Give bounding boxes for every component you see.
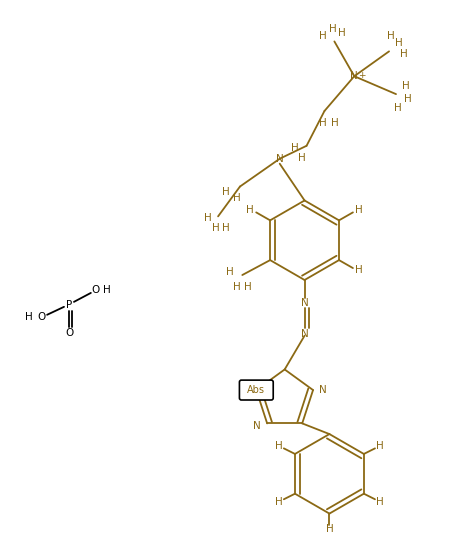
Text: H: H: [204, 213, 212, 223]
Text: N: N: [275, 154, 283, 164]
Text: H: H: [399, 50, 407, 60]
Text: H: H: [318, 31, 325, 41]
Text: H: H: [325, 525, 332, 535]
Text: P: P: [66, 300, 72, 310]
Text: H: H: [330, 118, 338, 128]
Text: H: H: [403, 94, 411, 104]
Text: N: N: [350, 71, 357, 81]
Text: H: H: [103, 285, 110, 295]
Text: N: N: [253, 422, 261, 431]
Text: H: H: [290, 143, 298, 153]
Text: H: H: [297, 153, 305, 163]
Text: H: H: [226, 267, 234, 277]
Text: N: N: [300, 298, 308, 308]
Text: H: H: [393, 103, 401, 113]
Text: H: H: [275, 497, 282, 507]
Text: H: H: [401, 81, 409, 91]
Text: H: H: [375, 441, 383, 451]
Text: O: O: [37, 312, 45, 322]
Text: H: H: [246, 206, 254, 216]
Text: H: H: [328, 25, 336, 35]
Text: H: H: [386, 31, 394, 41]
Text: H: H: [275, 441, 282, 451]
Text: H: H: [25, 312, 33, 322]
Text: H: H: [354, 265, 362, 275]
Text: H: H: [244, 282, 251, 292]
Text: Abs: Abs: [247, 385, 265, 395]
Text: H: H: [354, 206, 362, 216]
Text: O: O: [66, 328, 74, 338]
FancyBboxPatch shape: [239, 380, 273, 400]
Text: N: N: [319, 385, 326, 395]
Text: N: N: [300, 329, 308, 339]
Text: H: H: [338, 28, 345, 38]
Text: H: H: [222, 223, 229, 233]
Text: H: H: [233, 282, 241, 292]
Text: H: H: [318, 118, 325, 128]
Text: O: O: [92, 285, 100, 295]
Text: H: H: [232, 193, 240, 203]
Text: H: H: [212, 223, 219, 233]
Text: H: H: [222, 187, 229, 197]
Text: H: H: [394, 38, 402, 48]
Text: H: H: [375, 497, 383, 507]
Text: +: +: [358, 71, 365, 80]
